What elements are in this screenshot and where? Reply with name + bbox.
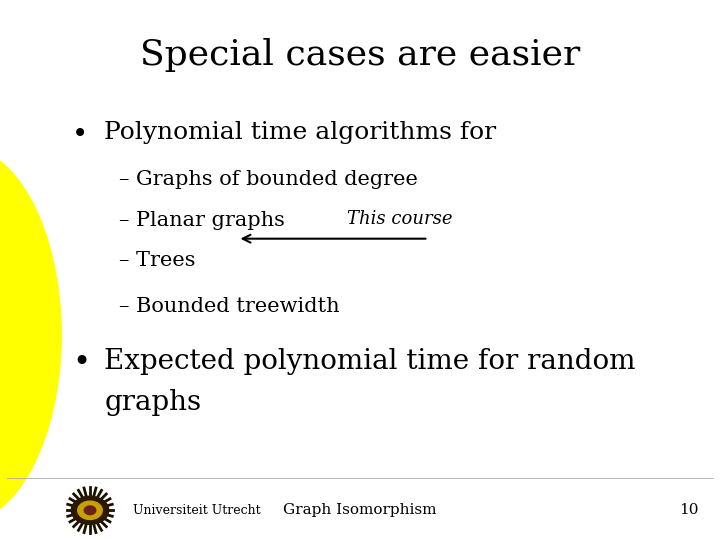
- Text: – Graphs of bounded degree: – Graphs of bounded degree: [119, 170, 418, 189]
- Text: Graph Isomorphism: Graph Isomorphism: [283, 503, 437, 517]
- Circle shape: [78, 501, 102, 519]
- Ellipse shape: [0, 146, 61, 524]
- Text: 10: 10: [679, 503, 698, 517]
- Text: – Trees: – Trees: [119, 251, 195, 270]
- Text: This course: This course: [347, 210, 452, 228]
- Circle shape: [84, 506, 96, 515]
- Text: Universiteit Utrecht: Universiteit Utrecht: [133, 504, 261, 517]
- Text: •: •: [72, 348, 90, 379]
- Text: graphs: graphs: [104, 389, 202, 416]
- Circle shape: [71, 496, 109, 524]
- Text: – Bounded treewidth: – Bounded treewidth: [119, 297, 339, 316]
- Text: Expected polynomial time for random: Expected polynomial time for random: [104, 348, 636, 375]
- Text: – Planar graphs: – Planar graphs: [119, 211, 284, 229]
- Text: •: •: [72, 122, 89, 148]
- Text: Polynomial time algorithms for: Polynomial time algorithms for: [104, 122, 497, 145]
- Text: Special cases are easier: Special cases are easier: [140, 38, 580, 72]
